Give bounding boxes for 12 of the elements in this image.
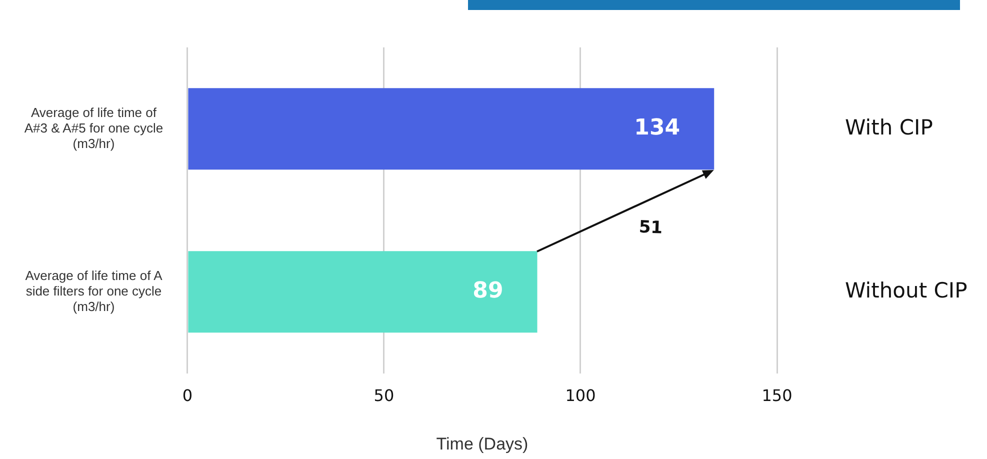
annotation: 51 <box>638 217 663 238</box>
data-label: 89 <box>472 278 504 304</box>
data-label: 134 <box>634 116 680 141</box>
x-tick-label: 150 <box>762 386 792 406</box>
y-tick-label: Average of life time of A#3 & A#5 for one cycle (m3/hr) <box>24 104 164 152</box>
x-tick-label: 0 <box>182 386 193 406</box>
x-tick-label: 100 <box>565 386 596 406</box>
x-tick-label: 50 <box>374 386 394 406</box>
text: Without CIP <box>845 278 968 302</box>
x-axis-title: Time (Days) <box>436 434 528 454</box>
text: With CIP <box>845 115 933 140</box>
y-tick-label: Average of life time of A side filters for one cycle (m3/hr) <box>25 268 163 314</box>
